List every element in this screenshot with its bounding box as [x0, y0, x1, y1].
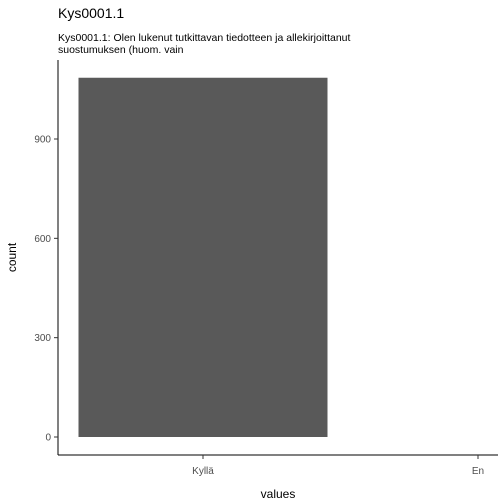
- bar-0: [78, 77, 328, 437]
- chart-subtitle: Kys0001.1: Olen lukenut tutkittavan tied…: [58, 32, 478, 56]
- chart-title: Kys0001.1: [58, 5, 125, 21]
- y-tick-label-1: 300: [34, 333, 51, 344]
- bars-group: [78, 77, 328, 437]
- x-tick-label-1: En: [472, 466, 484, 477]
- x-tick-label-0: Kyllä: [192, 466, 214, 477]
- y-axis-title: count: [5, 242, 19, 272]
- y-tick-label-2: 600: [34, 234, 51, 245]
- chart-subtitle-line-1: Kys0001.1: Olen lukenut tutkittavan tied…: [58, 32, 351, 44]
- chart-subtitle-line-2: suostumuksen (huom. vain: [58, 44, 184, 56]
- y-tick-label-0: 0: [45, 433, 51, 444]
- x-axis-title: values: [261, 487, 296, 501]
- x-axis-ticks: Kyllä En: [192, 455, 484, 477]
- y-axis-ticks: 0 300 600 900: [34, 135, 58, 444]
- y-tick-label-3: 900: [34, 135, 51, 146]
